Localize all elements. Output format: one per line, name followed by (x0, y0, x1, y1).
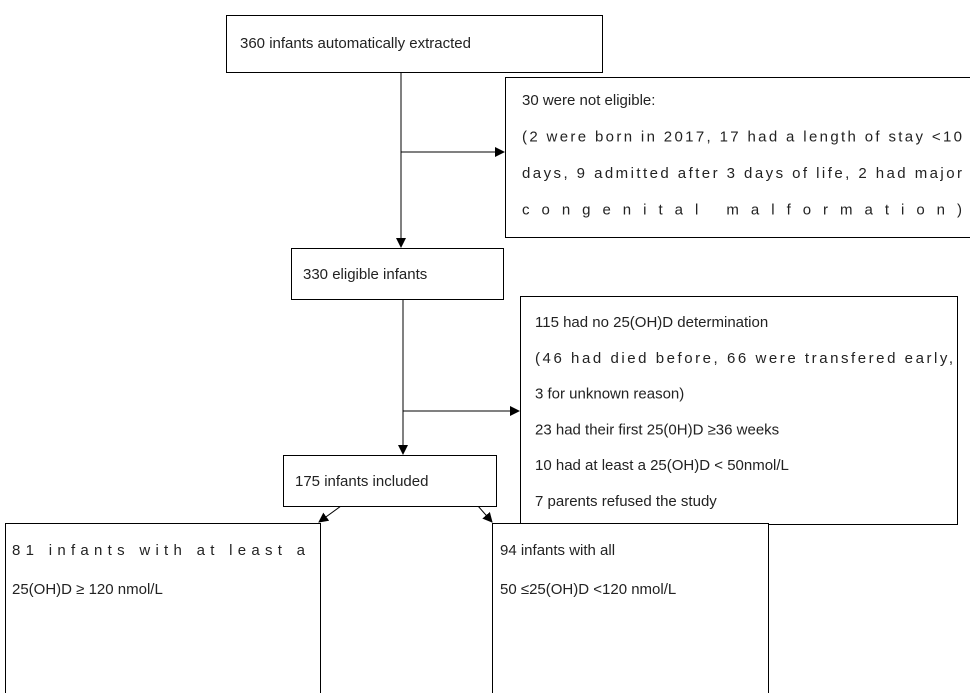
box (291, 248, 504, 300)
node-text: 115 had no 25(OH)D determination (535, 314, 768, 331)
node-text: 94 infants with all (500, 542, 615, 559)
box (226, 15, 603, 73)
node-text: 3 for unknown reason) (535, 386, 684, 403)
box (283, 455, 497, 507)
arrow (477, 505, 493, 523)
node-text: 330 eligible infants (303, 266, 427, 283)
node-text: 30 were not eligible: (522, 92, 655, 109)
node-text: 360 infants automatically extracted (240, 35, 471, 52)
node-text: 175 infants included (295, 473, 428, 490)
box (5, 523, 321, 693)
node-text: 50 ≤25(OH)D <120 nmol/L (500, 581, 676, 598)
node-text: 7 parents refused the study (535, 493, 717, 510)
node-text: 25(OH)D ≥ 120 nmol/L (12, 581, 163, 598)
box (492, 523, 769, 693)
node-text: 23 had their first 25(0H)D ≥36 weeks (535, 421, 779, 438)
node-text: (46 had died before, 66 were transfered … (535, 350, 953, 367)
texts: 360 infants automatically extracted 30 we… (12, 35, 962, 598)
box (520, 296, 958, 525)
node-text: 10 had at least a 25(OH)D < 50nmol/L (535, 457, 789, 474)
box (505, 77, 970, 238)
node-text: (2 were born in 2017, 17 had a length of… (522, 128, 962, 145)
arrow (318, 505, 342, 523)
